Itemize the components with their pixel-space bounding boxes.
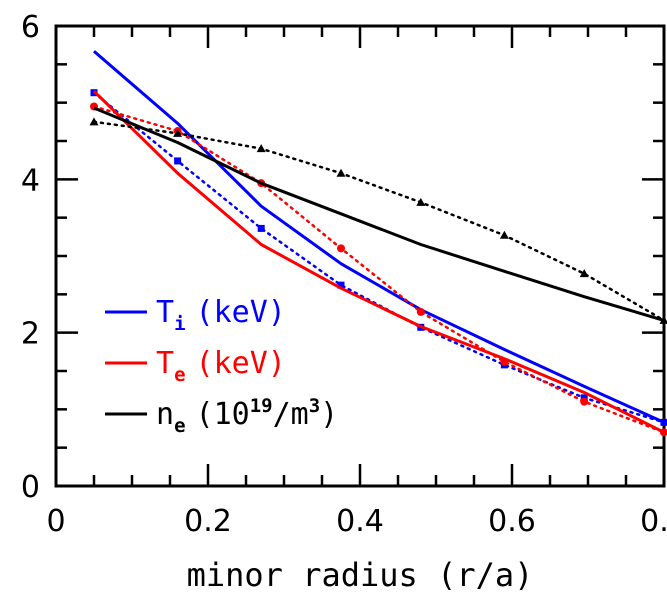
- legend: Ti (keV) Te (keV) ne (1019/m3): [105, 295, 338, 437]
- series-ti-point: [660, 418, 667, 426]
- legend-ne-units-mid: /m: [273, 397, 309, 432]
- y-tick-label: 0: [21, 470, 40, 505]
- series-ne-point: [336, 168, 346, 177]
- series-te-measured-line: [92, 105, 666, 434]
- series-ti-point: [174, 157, 182, 165]
- axis-ticks: [54, 24, 666, 488]
- x-axis-title: minor radius (r/a): [187, 556, 534, 593]
- legend-label-ti: Ti (keV): [156, 295, 286, 335]
- legend-entry-te: Te (keV): [105, 346, 286, 386]
- legend-ne-units-prefix: (10: [196, 397, 250, 432]
- series-ne-measured-line: [92, 120, 666, 322]
- legend-ne-units-exp2: 3: [309, 395, 320, 417]
- series-ne-point: [659, 315, 667, 324]
- series-te-point: [337, 244, 345, 253]
- x-tick-label: 0: [46, 504, 65, 539]
- series-te-fit-line: [92, 90, 665, 434]
- y-tick-label: 4: [21, 163, 40, 198]
- legend-ne-sub: e: [174, 415, 185, 437]
- series-ne-fit-line: [93, 106, 665, 322]
- legend-entry-ti: Ti (keV): [105, 295, 286, 335]
- plot-frame: [54, 24, 666, 488]
- series-ne-point: [256, 144, 266, 153]
- series-te-point: [416, 307, 425, 316]
- x-tick-label: 0.2: [184, 504, 232, 539]
- legend-label-te: Te (keV): [156, 346, 286, 386]
- x-tick-label: 0.8: [640, 504, 667, 539]
- y-tick-label: 6: [21, 10, 40, 45]
- series-ne-point: [579, 269, 589, 278]
- series-te-point: [660, 428, 667, 437]
- series-ti-fit-line: [93, 50, 665, 424]
- series-ti-point: [257, 224, 265, 232]
- series-ne-point: [416, 197, 426, 206]
- legend-te-sub: e: [174, 364, 185, 386]
- legend-entry-ne: ne (1019/m3): [105, 395, 338, 437]
- series-ne-point: [499, 230, 509, 239]
- series-ne-point: [89, 117, 99, 126]
- legend-ne-units-suffix: ): [320, 397, 338, 432]
- x-tick-label: 0.6: [488, 504, 536, 539]
- series-group: [89, 50, 667, 437]
- series-ne-point: [173, 128, 183, 137]
- legend-label-ne: ne (1019/m3): [156, 395, 338, 437]
- legend-te-units: (keV): [196, 346, 286, 381]
- series-te-point: [580, 397, 589, 406]
- x-tick-label: 0.4: [336, 504, 384, 539]
- axis-tick-labels: 0 0.2 0.4 0.6 0.8 0 2 4 6: [21, 10, 667, 539]
- y-tick-label: 2: [21, 317, 40, 352]
- series-ti-point: [337, 281, 345, 289]
- legend-ne-base: n: [156, 397, 174, 432]
- legend-ti-units: (keV): [196, 295, 286, 330]
- series-te-point: [500, 357, 509, 366]
- legend-ti-sub: i: [174, 313, 185, 335]
- legend-te-base: T: [156, 346, 174, 381]
- legend-ti-base: T: [156, 295, 174, 330]
- legend-ne-units-exp1: 19: [250, 395, 273, 417]
